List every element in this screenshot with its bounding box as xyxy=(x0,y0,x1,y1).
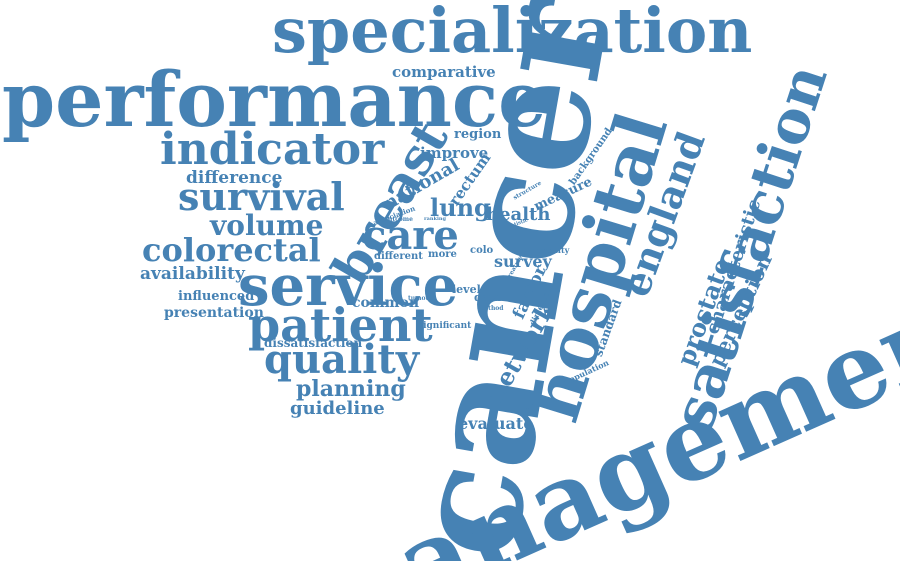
word-service: service xyxy=(238,253,459,319)
word-evaluate: evaluate xyxy=(458,414,534,433)
word-specialization: specialization xyxy=(272,0,753,67)
word-performance: performance xyxy=(2,55,547,144)
word-tumour: tumour xyxy=(408,295,434,302)
word-survey: survey xyxy=(494,252,552,271)
word-different: different xyxy=(374,251,423,262)
word-method: method xyxy=(478,305,504,312)
word-care: care xyxy=(362,212,459,259)
word-colo: colo xyxy=(470,245,494,256)
word-ranking: ranking xyxy=(424,216,447,222)
word-quality: quality xyxy=(264,336,420,383)
word-availability: availability xyxy=(140,264,245,284)
word-planning: planning xyxy=(296,376,406,402)
word-dissatisfaction: dissatisfaction xyxy=(264,336,363,350)
word-data: data xyxy=(474,291,502,304)
word-health: health xyxy=(486,204,551,225)
word-influenced: influenced xyxy=(178,289,255,304)
word-mortality: mortality xyxy=(528,245,570,255)
word-outcome: outcome xyxy=(384,216,413,223)
word-lung: lung xyxy=(430,193,491,222)
word-guideline: guideline xyxy=(290,398,385,419)
word-volume: volume xyxy=(210,209,324,242)
word-significant: significant xyxy=(418,321,472,331)
word-difference: difference xyxy=(186,168,283,188)
word-comparative: comparative xyxy=(392,63,496,81)
word-patient: patient xyxy=(248,298,433,352)
word-presentation: presentation xyxy=(164,305,264,321)
word-improve: improve xyxy=(420,144,489,162)
word-indicator: indicator xyxy=(160,124,385,175)
word-region: region xyxy=(454,127,502,142)
word-level: level xyxy=(452,283,481,296)
word-colorectal: colorectal xyxy=(142,231,321,269)
word-common: common xyxy=(352,295,420,311)
word-survival: survival xyxy=(178,174,345,219)
word-more: more xyxy=(428,249,457,260)
